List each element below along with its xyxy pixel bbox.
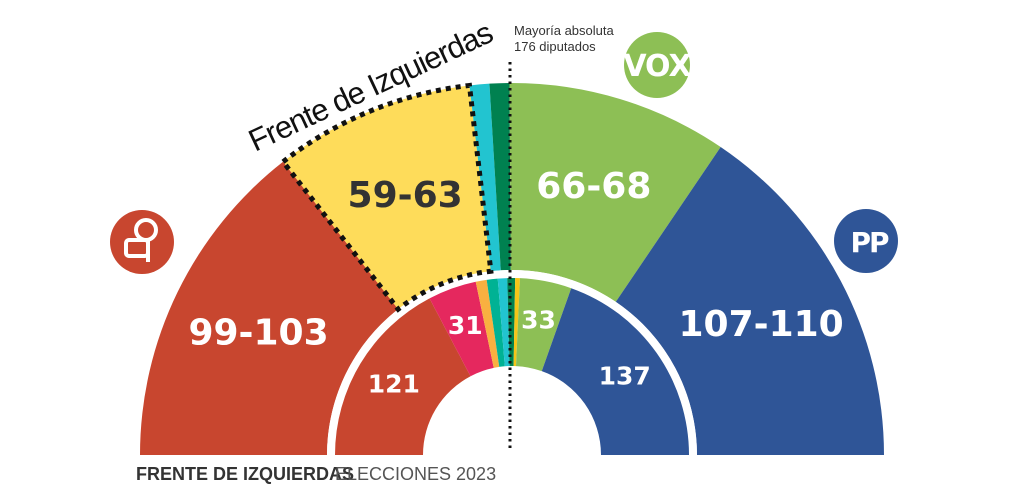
footer-group-title: FRENTE DE IZQUIERDAS bbox=[136, 464, 354, 484]
svg-text:VOX: VOX bbox=[623, 49, 691, 84]
outer-ring-segment bbox=[140, 161, 399, 456]
seat-labels: 99-103 59-63 66-68 107-110 121 31 33 137 bbox=[188, 82, 844, 399]
footer-election-title: ELECCIONES 2023 bbox=[335, 464, 496, 484]
inner-ring-label: 33 bbox=[521, 306, 556, 335]
outer-ring-label: 66-68 bbox=[536, 166, 651, 207]
group-outline bbox=[279, 82, 494, 313]
inner-ring-segment bbox=[541, 288, 689, 455]
outer-ring bbox=[140, 83, 884, 456]
inner-ring bbox=[335, 278, 689, 455]
outer-ring-label: 59-63 bbox=[348, 175, 463, 216]
outer-ring-segment bbox=[469, 83, 501, 272]
outer-ring-label: 99-103 bbox=[188, 312, 328, 353]
inner-ring-segment bbox=[497, 278, 510, 367]
inner-ring-label: 121 bbox=[368, 370, 420, 399]
psoe-logo bbox=[110, 210, 174, 274]
inner-ring-segment bbox=[475, 279, 500, 368]
majority-label-line1: Mayoría absoluta bbox=[514, 23, 614, 38]
inner-ring-segment bbox=[515, 278, 572, 372]
svg-text:PP: PP bbox=[850, 226, 889, 259]
vox-logo: VOX bbox=[623, 32, 692, 98]
outer-ring-segment bbox=[615, 147, 884, 455]
inner-ring-segment bbox=[429, 281, 494, 377]
inner-ring-segment bbox=[486, 278, 505, 367]
outer-ring-label: 107-110 bbox=[679, 304, 844, 345]
outer-ring-segment bbox=[283, 85, 491, 310]
inner-ring-label: 31 bbox=[448, 311, 483, 340]
pp-logo: PP bbox=[834, 209, 898, 273]
inner-ring-segment bbox=[513, 278, 520, 367]
inner-ring-segment bbox=[335, 298, 471, 455]
inner-ring-label: 137 bbox=[599, 361, 651, 390]
majority-label-line2: 176 diputados bbox=[514, 39, 596, 54]
outer-ring-segment bbox=[489, 83, 511, 271]
outer-ring-segment bbox=[509, 83, 721, 302]
